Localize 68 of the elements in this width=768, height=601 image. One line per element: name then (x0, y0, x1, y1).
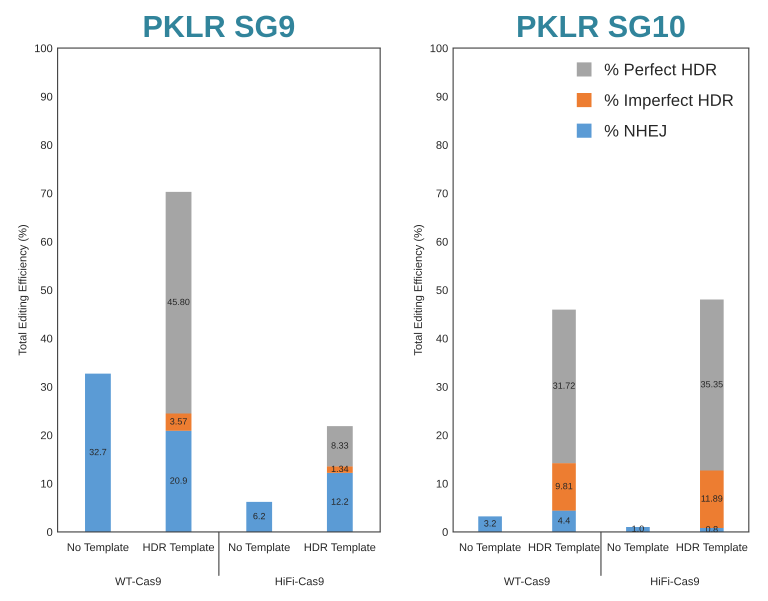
y-tick-label: 40 (436, 334, 448, 342)
bar (552, 310, 576, 464)
x-tick-label: No Template (68, 542, 129, 554)
y-tick-label: 10 (436, 480, 448, 488)
data-label: 45.80 (167, 298, 190, 306)
text: HiFi-Cas9 (651, 577, 700, 586)
y-tick-label: 40 (40, 334, 52, 342)
legend-label: % NHEJ (604, 124, 666, 137)
bar (246, 502, 272, 532)
bar (166, 192, 192, 414)
data-label: 3.57 (170, 418, 187, 425)
y-tick-label: 60 (40, 238, 52, 246)
y-tick-label: 70 (436, 189, 448, 198)
y-tick-label: 10 (41, 480, 52, 488)
x-tick-label: HDR Template (676, 542, 748, 554)
data-label: 1.0 (632, 525, 644, 532)
legend-label: % Imperfect HDR (604, 94, 734, 110)
y-tick-label: 0 (442, 528, 448, 536)
y-tick-label: 90 (436, 92, 448, 101)
y-tick-label: 20 (436, 431, 448, 440)
bar (700, 299, 724, 470)
data-label: 32.7 (89, 448, 106, 456)
data-label: 20.9 (170, 477, 187, 484)
y-tick-label: 20 (40, 431, 52, 440)
y-axis-title: Total Editing Efficiency (%) (414, 225, 424, 356)
x-tick-label: No Template (460, 542, 521, 554)
data-label: 4.4 (558, 517, 570, 524)
y-tick-label: 100 (430, 44, 448, 52)
y-tick-label: 100 (35, 44, 52, 52)
chart-title: PKLR SG9 (144, 16, 294, 38)
data-label: 35.35 (700, 381, 723, 388)
x-tick-label: HDR Template (304, 542, 376, 554)
chart-title: PKLR SG10 (518, 16, 685, 38)
y-tick-label: 80 (40, 141, 52, 149)
x-tick-label: No Template (229, 542, 290, 554)
data-label: 1.34 (332, 466, 348, 472)
y-tick-label: 30 (40, 383, 52, 391)
data-label: 3.2 (484, 520, 496, 527)
y-tick-label: 80 (436, 141, 448, 149)
bar (326, 472, 353, 532)
y-tick-label: 90 (40, 92, 52, 101)
bar (326, 426, 353, 466)
data-label: 31.72 (553, 382, 575, 389)
bar (166, 430, 192, 532)
bar (552, 463, 576, 511)
y-tick-label: 50 (436, 286, 448, 294)
y-tick-label: 30 (436, 383, 448, 391)
data-label: 12.2 (332, 498, 348, 505)
data-label: 11.89 (702, 495, 722, 502)
text: WT-Cas9 (504, 577, 550, 586)
y-tick-label: 60 (436, 238, 448, 246)
bar (166, 414, 192, 431)
bar (478, 516, 502, 532)
y-tick-label: 70 (40, 189, 52, 198)
y-tick-label: 50 (40, 286, 52, 294)
text: HiFi-Cas9 (276, 577, 324, 586)
bar (552, 510, 576, 532)
bar (85, 374, 111, 532)
x-tick-label: No Template (608, 542, 669, 554)
data-label: 8.33 (331, 442, 348, 449)
y-axis-title: Total Editing Efficiency (%) (18, 225, 29, 356)
legend-label: % Perfect HDR (604, 63, 716, 76)
data-label: 9.81 (556, 482, 572, 490)
data-label: 6.2 (253, 512, 266, 520)
text: WT-Cas9 (115, 577, 161, 586)
y-tick-label: 0 (46, 528, 52, 536)
x-tick-label: HDR Template (143, 542, 214, 554)
x-tick-label: HDR Template (528, 542, 600, 554)
